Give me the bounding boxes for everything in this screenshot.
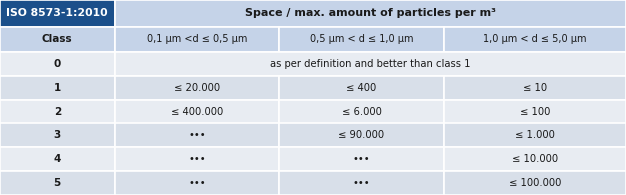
Bar bbox=[115, 123, 279, 147]
Bar bbox=[444, 76, 626, 100]
Text: 0,5 μm < d ≤ 1,0 μm: 0,5 μm < d ≤ 1,0 μm bbox=[310, 35, 413, 44]
Bar bbox=[115, 76, 279, 100]
Bar bbox=[279, 100, 444, 123]
Text: 1,0 μm < d ≤ 5,0 μm: 1,0 μm < d ≤ 5,0 μm bbox=[483, 35, 587, 44]
Bar bbox=[279, 76, 444, 100]
Text: ISO 8573-1:2010: ISO 8573-1:2010 bbox=[6, 9, 108, 19]
Bar bbox=[279, 27, 444, 52]
Bar bbox=[444, 123, 626, 147]
Text: 4: 4 bbox=[54, 154, 61, 164]
Text: ≤ 400: ≤ 400 bbox=[346, 83, 377, 93]
Text: ≤ 6.000: ≤ 6.000 bbox=[342, 107, 381, 117]
Text: •••: ••• bbox=[188, 178, 206, 188]
Bar bbox=[279, 123, 444, 147]
Text: ≤ 10.000: ≤ 10.000 bbox=[512, 154, 558, 164]
Text: as per definition and better than class 1: as per definition and better than class … bbox=[270, 59, 471, 69]
Bar bbox=[0, 171, 115, 195]
Text: 0,1 μm <d ≤ 0,5 μm: 0,1 μm <d ≤ 0,5 μm bbox=[146, 35, 247, 44]
Text: Space / max. amount of particles per m³: Space / max. amount of particles per m³ bbox=[245, 9, 496, 19]
Bar bbox=[444, 171, 626, 195]
Text: •••: ••• bbox=[188, 130, 206, 140]
Text: 0: 0 bbox=[54, 59, 61, 69]
Bar bbox=[0, 123, 115, 147]
Bar bbox=[0, 147, 115, 171]
Text: •••: ••• bbox=[352, 178, 371, 188]
Text: 2: 2 bbox=[54, 107, 61, 117]
Bar bbox=[0, 27, 115, 52]
Text: •••: ••• bbox=[188, 154, 206, 164]
Bar bbox=[279, 147, 444, 171]
Bar bbox=[115, 100, 279, 123]
Text: ≤ 400.000: ≤ 400.000 bbox=[171, 107, 223, 117]
Text: ≤ 10: ≤ 10 bbox=[523, 83, 547, 93]
Text: 3: 3 bbox=[54, 130, 61, 140]
Bar bbox=[115, 0, 626, 27]
Text: ≤ 100: ≤ 100 bbox=[520, 107, 550, 117]
Text: ≤ 20.000: ≤ 20.000 bbox=[174, 83, 220, 93]
Text: 5: 5 bbox=[54, 178, 61, 188]
Bar bbox=[115, 27, 279, 52]
Bar bbox=[444, 27, 626, 52]
Text: ≤ 1.000: ≤ 1.000 bbox=[515, 130, 555, 140]
Text: Class: Class bbox=[42, 35, 73, 44]
Bar bbox=[444, 100, 626, 123]
Text: •••: ••• bbox=[352, 154, 371, 164]
Bar bbox=[115, 171, 279, 195]
Text: 1: 1 bbox=[54, 83, 61, 93]
Bar bbox=[0, 52, 115, 76]
Text: ≤ 100.000: ≤ 100.000 bbox=[509, 178, 561, 188]
Bar bbox=[0, 76, 115, 100]
Bar bbox=[444, 147, 626, 171]
Bar bbox=[115, 147, 279, 171]
Bar bbox=[0, 0, 115, 27]
Bar bbox=[115, 52, 626, 76]
Bar bbox=[279, 171, 444, 195]
Text: ≤ 90.000: ≤ 90.000 bbox=[339, 130, 384, 140]
Bar bbox=[0, 100, 115, 123]
